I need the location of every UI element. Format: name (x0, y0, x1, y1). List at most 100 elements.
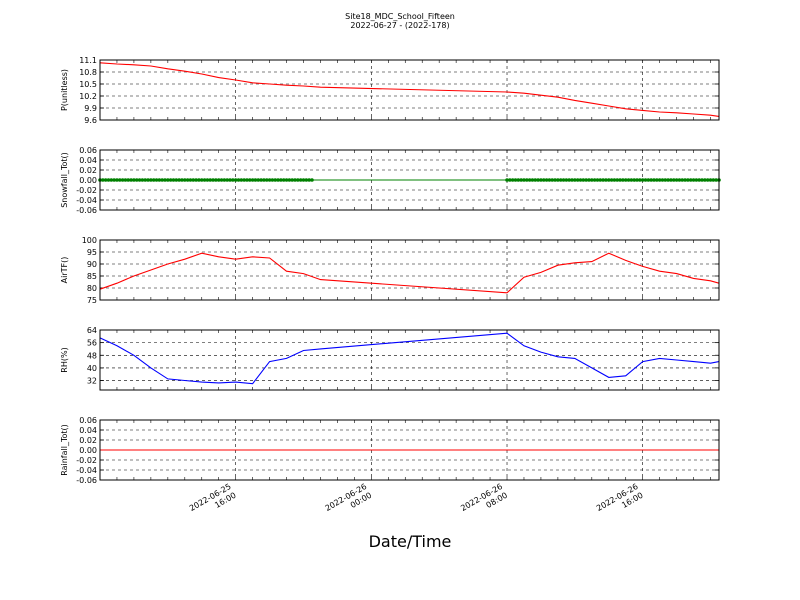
data-point (564, 178, 569, 182)
data-point (103, 178, 108, 182)
data-point (143, 178, 148, 182)
y-tick-label: -0.02 (76, 186, 97, 195)
data-point (626, 178, 631, 182)
data-point (604, 178, 608, 182)
y-tick-label: 0.02 (79, 166, 97, 175)
chart-subtitle: 2022-06-27 - (2022-178) (350, 21, 450, 30)
data-point (635, 178, 639, 182)
y-tick-label: 0.00 (79, 176, 97, 185)
data-point (208, 178, 213, 182)
y-tick-label: 32 (87, 377, 97, 386)
y-axis-label: Snowfall_Tot() (60, 152, 69, 208)
axes-frame (99, 149, 720, 211)
data-point (151, 178, 156, 182)
data-point (527, 178, 532, 182)
data-point (163, 178, 167, 182)
data-point (222, 178, 227, 182)
panel-1: 9.6 9.9 10.2 10.5 10.8 11.1 P(unitless) (60, 56, 720, 125)
data-point (595, 178, 600, 182)
data-point (126, 178, 131, 182)
data-point (629, 178, 634, 182)
chart-title: Site18_MDC_School_Fifteen (345, 12, 455, 21)
data-point (530, 178, 535, 182)
y-axis-label: P(unitless) (60, 69, 69, 111)
data-point (123, 178, 128, 182)
y-tick-label: 11.1 (79, 56, 97, 65)
data-point (606, 178, 611, 182)
data-point (703, 178, 707, 182)
data-point (671, 178, 676, 182)
data-point (307, 178, 311, 182)
data-point (657, 178, 662, 182)
data-point (541, 178, 546, 182)
y-tick-label: 95 (87, 248, 97, 257)
series-line (99, 332, 720, 385)
data-point (140, 178, 145, 182)
data-point (160, 178, 164, 182)
data-point (686, 178, 690, 182)
data-point (640, 178, 645, 182)
data-point (194, 178, 198, 182)
y-tick-label: 10.8 (79, 68, 97, 77)
data-point (581, 178, 586, 182)
y-tick-label: 90 (87, 260, 97, 269)
data-point (598, 178, 603, 182)
data-point (544, 178, 549, 182)
data-point (262, 178, 266, 182)
data-point (132, 178, 136, 182)
y-tick-label: 0.04 (79, 156, 97, 165)
data-point (242, 178, 246, 182)
data-point (558, 178, 563, 182)
data-point (663, 178, 668, 182)
data-point (197, 178, 201, 182)
axes-frame (99, 239, 720, 301)
axes-frame (99, 59, 720, 121)
data-point (245, 178, 249, 182)
y-tick-label: 64 (87, 326, 97, 335)
data-point (711, 178, 716, 182)
series-line (99, 62, 720, 117)
data-point (570, 178, 574, 182)
y-tick-label: 40 (87, 364, 97, 373)
data-point (553, 178, 557, 182)
y-tick-label: -0.04 (76, 196, 97, 205)
data-point (174, 178, 179, 182)
y-tick-label: 100 (82, 236, 97, 245)
data-point (301, 178, 306, 182)
data-point (700, 178, 704, 182)
y-tick-label: 80 (87, 284, 97, 293)
axes-frame (99, 329, 720, 391)
data-point (547, 178, 552, 182)
data-point (276, 178, 280, 182)
panel-3: 75 80 85 90 95 100 AirTF() (60, 236, 720, 305)
data-point (638, 178, 642, 182)
data-point (708, 178, 713, 182)
series-line (99, 252, 720, 294)
data-point (621, 178, 625, 182)
data-point (117, 178, 122, 182)
data-point (536, 178, 540, 182)
data-point (516, 178, 521, 182)
y-tick-label: -0.06 (76, 476, 97, 485)
data-point (575, 178, 580, 182)
data-point (584, 178, 588, 182)
y-tick-label: 9.9 (84, 104, 97, 113)
data-point (134, 178, 139, 182)
y-axis-label: RH(%) (60, 347, 69, 372)
y-tick-label: 0.00 (79, 446, 97, 455)
data-point (273, 178, 278, 182)
data-point (655, 178, 659, 182)
data-point (239, 178, 244, 182)
data-point (137, 178, 142, 182)
data-point (202, 178, 207, 182)
data-point (225, 178, 229, 182)
data-point (185, 178, 190, 182)
data-point (652, 178, 656, 182)
data-point (677, 178, 682, 182)
data-point (106, 178, 111, 182)
y-tick-label: 75 (87, 296, 97, 305)
data-point (550, 178, 555, 182)
data-point (649, 178, 653, 182)
